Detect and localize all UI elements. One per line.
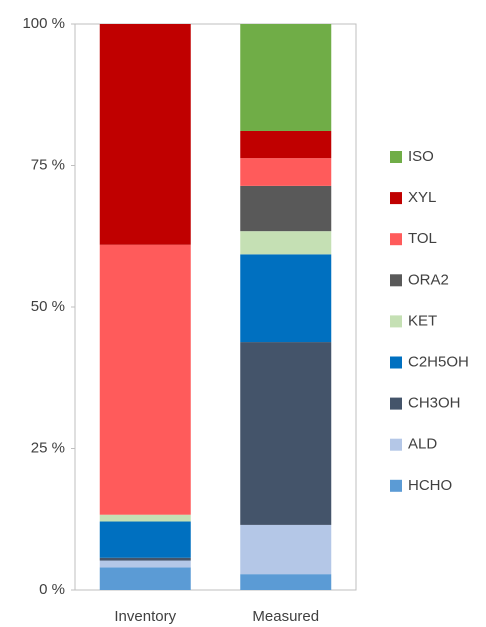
bar-segment [99,521,191,558]
legend-label: ISO [408,148,434,165]
x-tick-label: Inventory [114,608,176,625]
legend-label: HCHO [408,477,452,494]
legend-label: XYL [408,189,436,206]
bar-segment [240,130,332,159]
bar-segment [99,24,191,245]
legend-swatch [390,315,402,328]
legend-swatch [390,356,402,369]
bar-segment [240,342,332,525]
bar-segment [99,557,191,561]
legend-swatch [390,274,402,287]
legend-label: CH3OH [408,395,461,412]
bar-segment [240,574,332,590]
bar-segment [240,524,332,575]
bar-segment [240,158,332,186]
legend-swatch [390,397,402,410]
y-tick-label: 75 % [31,156,65,173]
legend-swatch [390,192,402,205]
legend-swatch [390,233,402,246]
y-tick-label: 0 % [39,581,65,598]
legend-label: KET [408,312,437,329]
x-tick-label: Measured [252,608,319,625]
legend-swatch [390,438,402,451]
legend-swatch [390,479,402,492]
bar-segment [99,560,191,568]
y-tick-label: 100 % [22,15,65,32]
y-tick-label: 25 % [31,439,65,456]
bar-segment [99,244,191,515]
legend-label: TOL [408,230,437,247]
legend-label: ORA2 [408,271,449,288]
bar-segment [99,514,191,522]
bar-segment [240,24,332,131]
legend-swatch [390,151,402,163]
bar-segment [240,231,332,255]
bar-segment [240,185,332,232]
y-tick-label: 50 % [31,298,65,315]
legend-label: ALD [408,436,437,453]
bar-segment [240,254,332,343]
legend-label: C2H5OH [408,353,469,370]
bar-segment [99,567,191,590]
